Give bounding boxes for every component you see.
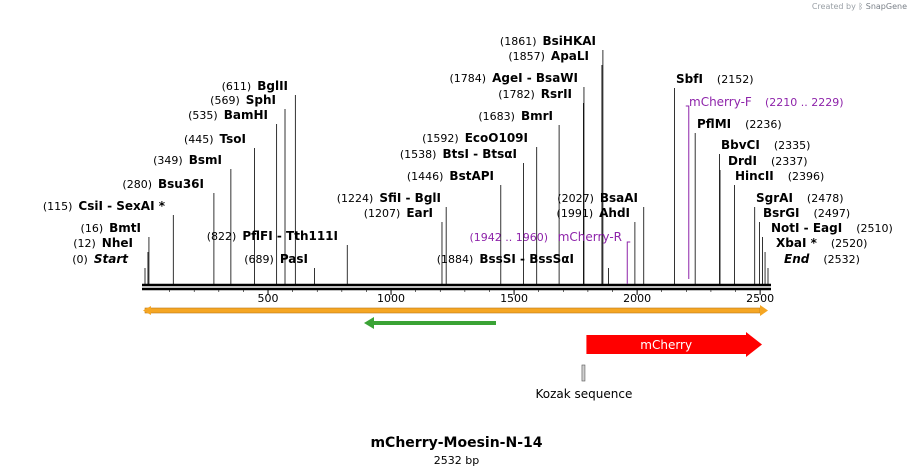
site-position-pflfi-tth111i: (822)	[207, 230, 237, 243]
site-position-bsihkai: (1861)	[500, 35, 537, 48]
site-position-csii-sexai: (115)	[43, 200, 73, 213]
primer-forward-marker[interactable]	[685, 105, 690, 279]
mcherry-feature-label: mCherry	[640, 338, 692, 352]
site-position-ecoo109i: (1592)	[422, 132, 459, 145]
site-position-start: (0)	[72, 253, 88, 266]
mcherry-feature-arrowhead	[746, 332, 762, 357]
site-position-end: (2532)	[823, 253, 860, 266]
orange-feature-tail	[143, 306, 151, 315]
site-label-bsaai[interactable]: BsaAI	[600, 191, 638, 205]
site-position-ahdi: (1991)	[557, 207, 594, 220]
site-label-bmti[interactable]: BmtI	[109, 221, 141, 235]
credit-brand: SnapGene	[865, 2, 907, 11]
primer-forward-name[interactable]: mCherry-F	[689, 95, 752, 109]
site-position-bsu36i: (280)	[122, 178, 152, 191]
site-label-sgrai[interactable]: SgrAI	[756, 191, 793, 205]
site-label-drdi[interactable]: DrdI	[728, 154, 757, 168]
site-position-bbvci: (2335)	[774, 139, 811, 152]
site-label-bstapi[interactable]: BstAPI	[449, 169, 494, 183]
site-label-rsrii[interactable]: RsrII	[541, 87, 572, 101]
site-label-pflmi[interactable]: PflMI	[697, 117, 731, 131]
site-label-xbai[interactable]: XbaI *	[776, 236, 818, 250]
green-feature-arrowhead	[364, 317, 374, 329]
site-position-hincii: (2396)	[788, 170, 825, 183]
green-feature-bar[interactable]	[372, 321, 496, 325]
site-label-eari[interactable]: EarI	[406, 206, 433, 220]
site-position-bsssi-bsss-i: (1884)	[437, 253, 474, 266]
site-label-bsmi[interactable]: BsmI	[189, 153, 222, 167]
site-label-bmri[interactable]: BmrI	[521, 109, 553, 123]
site-position-bstapi: (1446)	[407, 170, 444, 183]
map-length: 2532 bp	[433, 454, 480, 467]
mcherry-feature-arrow[interactable]	[586, 335, 746, 354]
axis-tick-label-1000: 1000	[377, 292, 405, 305]
site-position-sbfi: (2152)	[717, 73, 754, 86]
site-label-sfii-bgli[interactable]: SfiI - BglI	[379, 191, 441, 205]
site-position-apali: (1857)	[508, 50, 545, 63]
kozak-sequence-label: Kozak sequence	[536, 387, 633, 401]
site-label-pflfi-tth111i[interactable]: PflFI - Tth111I	[242, 229, 338, 243]
site-position-bmti: (16)	[81, 222, 104, 235]
orange-feature-bar[interactable]	[144, 307, 761, 314]
site-label-noti-eagi[interactable]: NotI - EagI	[771, 221, 842, 235]
site-position-noti-eagi: (2510)	[856, 222, 893, 235]
site-position-rsrii: (1782)	[498, 88, 535, 101]
site-position-pflmi: (2236)	[745, 118, 782, 131]
primer-reverse-name[interactable]: mCherry-R	[558, 230, 622, 244]
site-label-bglii[interactable]: BglII	[257, 79, 288, 93]
site-position-agei-bsawi: (1784)	[450, 72, 487, 85]
site-label-sbfi[interactable]: SbfI	[676, 72, 703, 86]
site-position-nhei: (12)	[73, 237, 96, 250]
site-position-pasi: (689)	[244, 253, 274, 266]
site-label-ahdi[interactable]: AhdI	[599, 206, 630, 220]
site-position-sfii-bgli: (1224)	[337, 192, 374, 205]
credit-watermark: Created by ᛒ SnapGene	[812, 2, 907, 11]
axis-tick-label-2000: 2000	[623, 292, 651, 305]
primer-reverse-range: (1942 .. 1960)	[469, 231, 548, 244]
site-label-apali[interactable]: ApaLI	[551, 49, 589, 63]
site-position-drdi: (2337)	[771, 155, 808, 168]
site-label-end[interactable]: End	[784, 252, 810, 266]
site-label-csii-sexai[interactable]: CsiI - SexAI *	[78, 199, 165, 213]
site-label-nhei[interactable]: NheI	[102, 236, 133, 250]
site-position-sphi: (569)	[210, 94, 240, 107]
site-label-bsrgi[interactable]: BsrGI	[763, 206, 800, 220]
site-position-bglii: (611)	[222, 80, 252, 93]
site-label-agei-bsawi[interactable]: AgeI - BsaWI	[492, 71, 578, 85]
site-label-bsu36i[interactable]: Bsu36I	[158, 177, 204, 191]
site-label-pasi[interactable]: PasI	[280, 252, 308, 266]
site-position-bamhi: (535)	[188, 109, 218, 122]
site-label-bsihkai[interactable]: BsiHKAI	[543, 34, 597, 48]
site-position-eari: (1207)	[364, 207, 401, 220]
primer-reverse-marker[interactable]	[626, 241, 631, 284]
site-label-bamhi[interactable]: BamHI	[224, 108, 268, 122]
site-label-ecoo109i[interactable]: EcoO109I	[465, 131, 528, 145]
site-position-xbai: (2520)	[831, 237, 868, 250]
orange-feature-arrowhead	[760, 305, 768, 316]
primer-forward-range: (2210 .. 2229)	[765, 96, 844, 109]
snapgene-logo-icon: ᛒ	[858, 2, 864, 11]
site-position-bsmi: (349)	[153, 154, 183, 167]
site-position-bsrgi: (2497)	[814, 207, 851, 220]
site-label-bsssi-bsss-i[interactable]: BssSI - BssSαI	[479, 252, 574, 266]
site-label-start[interactable]: Start	[94, 252, 129, 266]
axis-tick-label-1500: 1500	[500, 292, 528, 305]
site-position-btsi-bts-i: (1538)	[400, 148, 437, 161]
site-label-btsi-bts-i[interactable]: BtsI - BtsαI	[442, 147, 517, 161]
site-label-tsoi[interactable]: TsoI	[220, 132, 246, 146]
axis-tick-label-2500: 2500	[746, 292, 774, 305]
site-position-tsoi: (445)	[184, 133, 214, 146]
site-position-bmri: (1683)	[478, 110, 515, 123]
kozak-sequence-marker[interactable]	[581, 364, 586, 382]
site-position-bsaai: (2027)	[557, 192, 594, 205]
site-label-hincii[interactable]: HincII	[735, 169, 774, 183]
site-label-bbvci[interactable]: BbvCI	[721, 138, 760, 152]
map-title: mCherry-Moesin-N-14	[370, 435, 543, 451]
axis-tick-label-500: 500	[258, 292, 279, 305]
credit-prefix: Created by	[811, 2, 856, 11]
site-label-sphi[interactable]: SphI	[246, 93, 276, 107]
site-position-sgrai: (2478)	[807, 192, 844, 205]
